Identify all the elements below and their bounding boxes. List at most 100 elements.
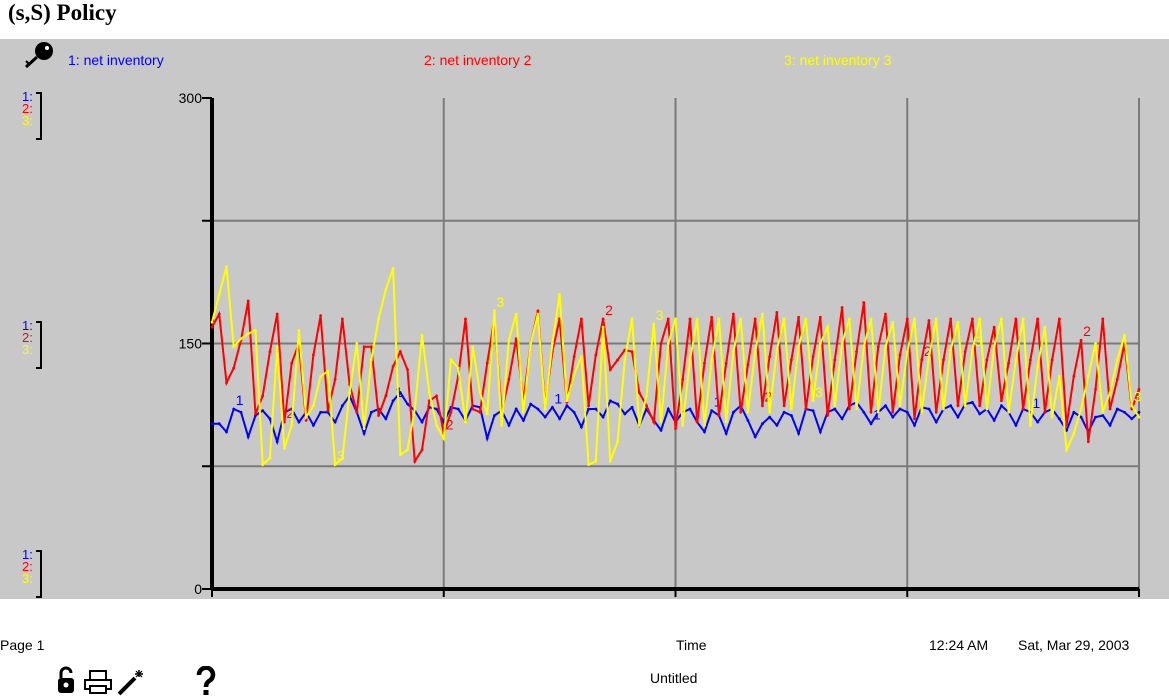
series-3-point <box>435 423 438 427</box>
series-1-point <box>956 415 960 419</box>
mini-label-2: 2: <box>22 330 33 345</box>
series-1-point <box>369 410 373 414</box>
series-2-point <box>369 345 373 349</box>
series-2-point <box>630 350 634 354</box>
series-1-point <box>623 412 627 416</box>
series-2-point <box>319 314 323 318</box>
series-2-point <box>876 345 880 349</box>
series-2-point <box>377 414 380 417</box>
series-3-point <box>623 358 627 362</box>
series-2-point <box>999 399 1003 403</box>
series-3-point <box>283 446 286 450</box>
series-3-point <box>355 342 359 345</box>
series-2-point <box>732 312 735 316</box>
series-2-point <box>746 363 750 367</box>
series-2-point <box>217 312 221 316</box>
series-3-point <box>543 407 547 411</box>
series-2-point <box>826 414 829 417</box>
series-1-point <box>391 399 395 403</box>
series-1-point <box>268 417 272 421</box>
series-1-point <box>775 423 779 427</box>
series-1-point <box>1079 415 1083 419</box>
series-2-point <box>833 358 837 362</box>
series-3-point <box>956 320 960 324</box>
series-3-number-label: 3 <box>496 294 504 310</box>
series-2-point <box>942 358 945 362</box>
series-2-point <box>1115 378 1119 381</box>
series-1-point <box>789 414 793 417</box>
series-3-point <box>985 407 989 411</box>
series-3-point <box>1057 374 1061 378</box>
series-2-point <box>695 420 699 424</box>
series-3-point <box>789 407 793 411</box>
series-2-point <box>985 358 989 362</box>
series-3-point <box>1079 407 1083 411</box>
series-3-point <box>1065 448 1068 452</box>
print-icon[interactable] <box>84 670 112 694</box>
series-3-point <box>254 329 257 332</box>
series-3-point <box>290 423 294 427</box>
magic-wand-icon[interactable] <box>117 668 147 696</box>
series-3-point <box>239 337 243 340</box>
series-1-point <box>971 401 974 404</box>
mini-scale-bottom: 1: 2: 3: <box>22 548 44 599</box>
series-3-point <box>1108 391 1112 394</box>
mini-label-2: 2: <box>22 559 33 574</box>
series-3-point <box>326 369 330 373</box>
series-3-point <box>630 317 634 321</box>
help-icon[interactable] <box>195 666 217 696</box>
series-2-point <box>645 404 648 408</box>
series-3-point <box>579 355 583 358</box>
series-1-point <box>1057 417 1061 421</box>
series-1-number-label: 1 <box>395 384 403 400</box>
series-1-point <box>818 430 822 434</box>
series-2-point <box>956 404 960 408</box>
series-1-point <box>703 430 706 434</box>
series-2-point <box>855 350 858 354</box>
series-3-point <box>992 345 996 349</box>
series-2-point <box>1050 358 1054 362</box>
series-1-point <box>869 422 873 426</box>
series-2-point <box>652 420 656 424</box>
series-2-point <box>225 381 228 385</box>
series-2-point <box>971 317 974 321</box>
series-1-point <box>420 420 424 424</box>
series-2-point <box>1057 317 1061 321</box>
series-3-point <box>536 312 540 316</box>
series-2-point <box>413 459 417 463</box>
y-tick-label: 300 <box>179 90 203 106</box>
series-3-point <box>232 345 236 349</box>
series-2-point <box>326 409 330 413</box>
series-2-point <box>963 350 967 354</box>
mini-label-3: 3: <box>22 342 33 357</box>
series-2-point <box>637 391 641 394</box>
lock-icon[interactable] <box>56 666 76 696</box>
key-icon[interactable] <box>22 40 58 70</box>
series-1-point <box>862 410 866 414</box>
series-2-point <box>1137 387 1141 391</box>
series-2-point <box>666 317 670 321</box>
series-3-point <box>217 293 221 296</box>
series-3-point <box>587 463 590 467</box>
series-1-number-label: 1 <box>1032 395 1040 411</box>
series-3-point <box>616 440 619 444</box>
series-2-point <box>1108 407 1112 411</box>
series-2-point <box>710 315 714 319</box>
series-1-point <box>811 409 815 413</box>
series-2-point <box>905 317 909 321</box>
series-3-point <box>1086 374 1090 378</box>
series-3-point <box>768 410 772 414</box>
time-stamp: 12:24 AM <box>929 637 989 653</box>
series-3-point <box>550 342 554 345</box>
series-1-point <box>558 417 562 421</box>
series-3-number-label: 3 <box>656 307 664 323</box>
series-3-point <box>826 325 829 329</box>
series-2-point <box>420 448 424 452</box>
series-3-point <box>855 407 858 411</box>
series-2-number-label: 2 <box>924 343 932 359</box>
series-1-point <box>333 420 337 424</box>
mini-bracket <box>36 92 42 140</box>
series-2-point <box>514 337 518 340</box>
series-2-point <box>804 407 808 411</box>
series-1-point <box>1065 428 1068 432</box>
